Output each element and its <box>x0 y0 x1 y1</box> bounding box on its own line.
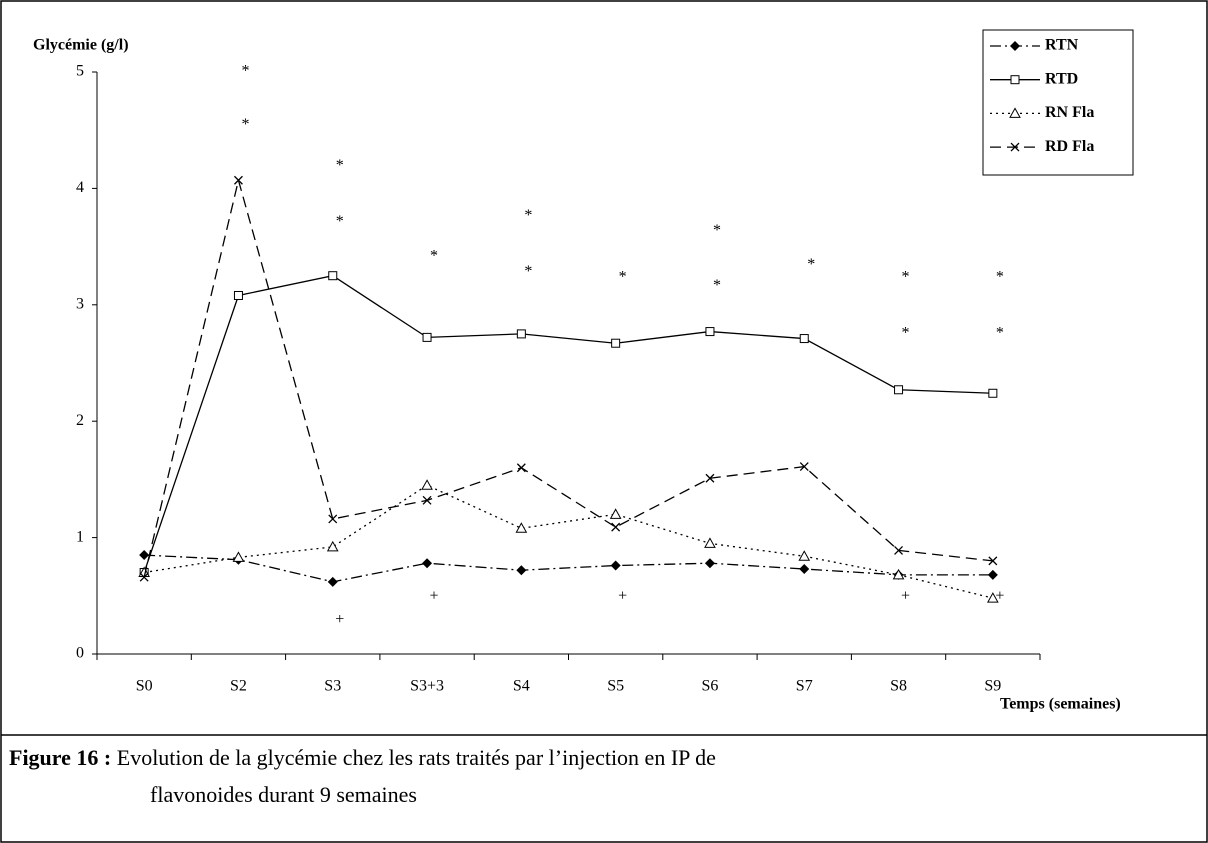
marker <box>988 556 998 566</box>
marker <box>516 565 527 576</box>
marker <box>798 550 811 561</box>
series-line <box>144 554 993 583</box>
significance-mark: + <box>995 588 1004 605</box>
significance-mark: * <box>713 277 721 294</box>
y-tick-label: 4 <box>76 179 84 196</box>
marker <box>799 462 809 472</box>
y-axis-title: Glycémie (g/l) <box>33 37 129 54</box>
marker <box>894 545 904 555</box>
significance-mark: * <box>902 269 910 286</box>
y-tick-label: 5 <box>76 63 84 80</box>
series-line <box>143 180 993 578</box>
legend-marker <box>1010 41 1020 51</box>
marker <box>233 290 243 300</box>
y-tick-label: 3 <box>76 295 84 312</box>
x-tick-label: S3+3 <box>410 678 444 695</box>
marker <box>894 385 904 395</box>
marker <box>609 508 622 519</box>
marker <box>704 537 716 548</box>
legend-marker <box>1010 75 1020 85</box>
significance-mark: * <box>713 222 721 239</box>
marker <box>139 572 149 582</box>
caption-label: Figure 16 : <box>9 745 111 770</box>
marker <box>422 332 432 342</box>
significance-mark: * <box>524 207 532 224</box>
x-axis-title: Temps (semaines) <box>1000 696 1121 713</box>
marker <box>799 564 810 575</box>
series-line <box>144 484 994 599</box>
marker <box>987 569 998 580</box>
marker <box>421 479 433 490</box>
marker <box>422 495 432 505</box>
significance-mark: + <box>618 588 627 605</box>
marker <box>326 540 339 552</box>
x-tick-label: S7 <box>796 678 813 695</box>
marker <box>516 463 526 473</box>
x-tick-label: S0 <box>136 678 153 695</box>
marker <box>328 271 338 281</box>
legend-label: RD Fla <box>1045 138 1094 155</box>
x-tick-label: S8 <box>890 678 907 695</box>
significance-mark: + <box>901 588 910 605</box>
marker <box>892 568 905 580</box>
marker <box>705 473 715 483</box>
y-tick-label: 2 <box>76 412 84 429</box>
significance-mark: * <box>430 248 438 265</box>
marker <box>610 560 621 571</box>
marker <box>515 522 528 533</box>
marker <box>422 558 433 569</box>
significance-mark: * <box>241 116 249 133</box>
caption-line: Figure 16 : Evolution de la glycémie che… <box>9 745 716 770</box>
significance-mark: * <box>996 325 1004 342</box>
significance-mark: * <box>336 213 344 230</box>
significance-mark: * <box>807 256 815 273</box>
legend-label: RN Fla <box>1045 104 1094 121</box>
caption-text: Evolution de la glycémie chez les rats t… <box>117 745 716 770</box>
x-tick-label: S4 <box>513 678 530 695</box>
x-tick-label: S9 <box>984 678 1001 695</box>
marker <box>799 334 809 344</box>
x-tick-label: S3 <box>324 678 341 695</box>
marker <box>327 576 338 587</box>
legend-marker <box>1010 142 1020 152</box>
marker <box>516 329 526 339</box>
legend-label: RTD <box>1045 70 1078 87</box>
significance-mark: * <box>902 325 910 342</box>
x-tick-label: S2 <box>230 678 247 695</box>
caption-text: flavonoides durant 9 semaines <box>150 782 417 807</box>
significance-mark: * <box>619 269 627 286</box>
x-tick-label: S6 <box>701 678 718 695</box>
significance-mark: * <box>996 269 1004 286</box>
significance-mark: * <box>336 157 344 174</box>
marker <box>232 551 245 562</box>
marker <box>611 522 621 532</box>
legend-marker <box>1009 107 1021 118</box>
y-tick-label: 0 <box>76 645 84 662</box>
x-tick-label: S5 <box>607 678 624 695</box>
significance-mark: * <box>241 63 249 80</box>
marker <box>704 558 715 569</box>
marker <box>705 327 715 337</box>
legend-box <box>982 29 1134 176</box>
marker <box>328 514 338 524</box>
marker <box>139 550 150 561</box>
y-tick-label: 1 <box>76 528 84 545</box>
marker <box>987 592 999 603</box>
marker <box>611 338 621 348</box>
legend-label: RTN <box>1045 37 1079 54</box>
marker <box>233 175 243 185</box>
significance-mark: + <box>430 588 439 605</box>
series-line <box>143 275 993 573</box>
significance-mark: * <box>524 263 532 280</box>
significance-mark: + <box>335 611 344 628</box>
marker <box>988 388 998 398</box>
